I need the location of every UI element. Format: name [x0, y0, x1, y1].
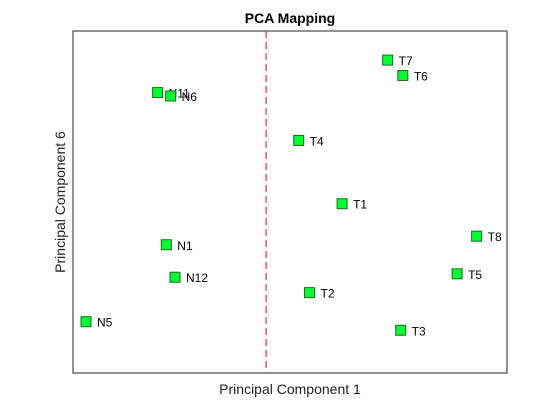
point-label: N12 [186, 271, 208, 285]
point-label: T8 [488, 230, 502, 244]
point-marker [471, 230, 483, 242]
point-label: T1 [353, 198, 367, 212]
point-marker [165, 90, 177, 102]
point-marker [152, 87, 164, 99]
point-label: T3 [412, 324, 426, 338]
point-marker [80, 316, 92, 328]
point-t5: T5 [451, 268, 482, 282]
point-marker [397, 69, 409, 81]
plot-area [72, 30, 508, 374]
point-marker [336, 198, 348, 210]
point-t6: T6 [397, 69, 428, 83]
point-label: T4 [310, 134, 324, 148]
point-t8: T8 [471, 230, 502, 244]
point-t4: T4 [293, 134, 324, 148]
point-t3: T3 [395, 324, 426, 338]
point-t7: T7 [382, 54, 413, 68]
point-label: T7 [399, 54, 413, 68]
point-label: N5 [97, 316, 113, 330]
chart-title: PCA Mapping [245, 10, 335, 26]
point-label: N6 [182, 90, 198, 104]
point-n6: N6 [165, 90, 198, 104]
point-label: N1 [177, 239, 193, 253]
point-n1: N1 [160, 239, 193, 253]
point-marker [169, 271, 181, 283]
point-label: T2 [321, 287, 335, 301]
point-n5: N5 [80, 316, 113, 330]
point-label: T6 [414, 69, 428, 83]
y-axis-label: Principal Component 6 [52, 131, 68, 273]
point-t2: T2 [304, 287, 335, 301]
point-marker [293, 134, 305, 146]
point-marker [395, 324, 407, 336]
x-axis-label: Principal Component 1 [219, 381, 361, 397]
point-marker [382, 54, 394, 66]
point-t1: T1 [336, 198, 367, 212]
point-marker [451, 268, 463, 280]
point-n12: N12 [169, 271, 208, 285]
point-marker [160, 239, 172, 251]
point-marker [304, 287, 316, 299]
point-label: T5 [468, 268, 482, 282]
